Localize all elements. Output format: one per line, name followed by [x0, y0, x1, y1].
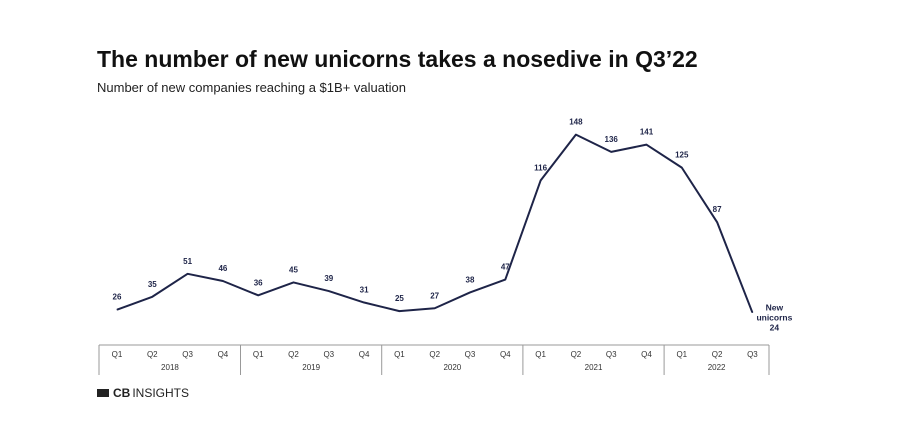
- chart-title: The number of new unicorns takes a nosed…: [97, 46, 698, 72]
- year-tick-label: 2021: [585, 363, 603, 372]
- data-label: 35: [148, 280, 157, 289]
- data-label: 26: [113, 293, 122, 302]
- data-label: 136: [605, 135, 619, 144]
- data-point: [187, 273, 189, 275]
- quarter-tick-label: Q2: [571, 350, 582, 359]
- data-label: 38: [466, 275, 475, 284]
- data-point: [469, 291, 471, 293]
- quarter-tick-label: Q1: [112, 350, 123, 359]
- data-label: 36: [254, 278, 263, 287]
- quarter-tick-label: Q4: [641, 350, 652, 359]
- quarter-tick-label: Q3: [606, 350, 617, 359]
- quarter-tick-label: Q2: [147, 350, 158, 359]
- chart-subtitle: Number of new companies reaching a $1B+ …: [97, 80, 406, 95]
- data-label: 51: [183, 257, 192, 266]
- data-point: [575, 134, 577, 136]
- data-point: [293, 281, 294, 283]
- last-annotation-line: New: [766, 303, 784, 313]
- data-label: 116: [534, 164, 547, 173]
- data-label: 125: [675, 151, 689, 160]
- quarter-tick-label: Q2: [712, 350, 723, 359]
- data-point: [646, 144, 647, 146]
- year-tick-label: 2019: [302, 363, 320, 372]
- data-label: 27: [430, 291, 439, 300]
- data-point: [257, 294, 259, 296]
- quarter-tick-label: Q2: [288, 350, 299, 359]
- data-label: 45: [289, 265, 298, 274]
- data-point: [716, 221, 718, 223]
- data-point: [751, 312, 753, 314]
- quarter-tick-label: Q4: [500, 350, 511, 359]
- data-label: 39: [324, 274, 333, 283]
- last-annotation-line: unicorns: [756, 313, 792, 323]
- data-point: [681, 167, 683, 169]
- quarter-tick-label: Q2: [429, 350, 440, 359]
- data-point: [363, 302, 365, 304]
- quarter-tick-label: Q3: [747, 350, 758, 359]
- data-point: [222, 280, 224, 282]
- data-label: 46: [218, 264, 227, 273]
- data-point: [610, 151, 612, 153]
- data-point: [540, 180, 542, 182]
- data-point: [504, 279, 506, 281]
- logo-icon: [97, 389, 109, 397]
- year-tick-label: 2018: [161, 363, 179, 372]
- data-label: 148: [569, 118, 583, 127]
- data-label: 87: [713, 205, 722, 214]
- year-tick-label: 2020: [443, 363, 461, 372]
- cbinsights-logo: CB INSIGHTS: [97, 386, 189, 400]
- quarter-tick-label: Q1: [535, 350, 546, 359]
- year-tick-label: 2022: [708, 363, 726, 372]
- data-point: [398, 310, 400, 312]
- quarter-tick-label: Q1: [394, 350, 405, 359]
- quarter-tick-label: Q1: [676, 350, 687, 359]
- quarter-tick-label: Q3: [465, 350, 476, 359]
- quarter-tick-label: Q3: [182, 350, 193, 359]
- logo-rest: INSIGHTS: [132, 386, 190, 400]
- data-label: 141: [640, 128, 654, 137]
- data-point: [116, 309, 118, 311]
- series-line: [116, 133, 754, 313]
- data-point: [328, 290, 330, 292]
- data-point: [434, 307, 436, 309]
- data-label: 31: [360, 286, 369, 295]
- last-annotation-line: 24: [770, 323, 780, 333]
- quarter-tick-label: Q1: [253, 350, 264, 359]
- data-label: 25: [395, 294, 404, 303]
- data-point: [151, 296, 153, 298]
- quarter-tick-label: Q4: [359, 350, 370, 359]
- data-label: 47: [501, 263, 510, 272]
- quarter-tick-label: Q3: [323, 350, 334, 359]
- logo-bold: CB: [113, 386, 131, 400]
- quarter-tick-label: Q4: [218, 350, 229, 359]
